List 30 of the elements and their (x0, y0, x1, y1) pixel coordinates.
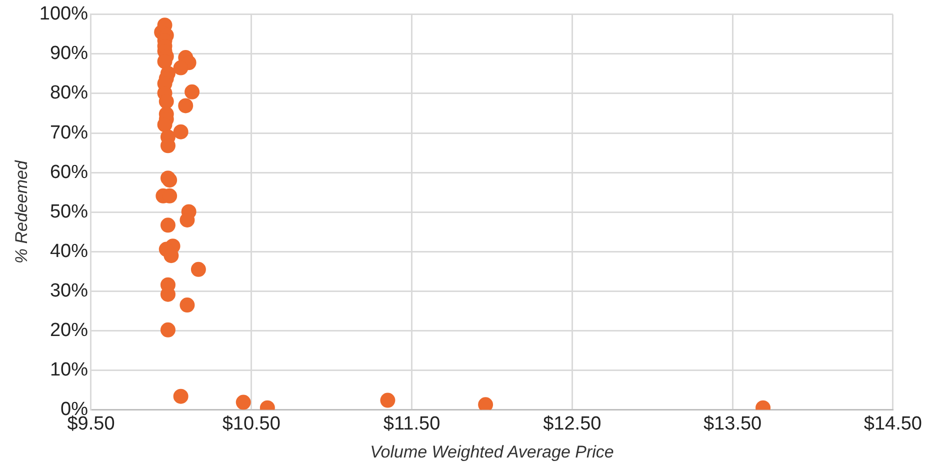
point (173, 60, 188, 76)
point (236, 394, 251, 410)
y-tick-label: 20% (50, 320, 88, 341)
y-tick-label: 90% (50, 43, 88, 64)
point (160, 322, 176, 338)
point (190, 262, 206, 277)
point (478, 397, 494, 410)
x-tick-label: $11.50 (383, 413, 440, 434)
y-tick-label: 30% (50, 280, 88, 302)
y-tick-label: 60% (50, 162, 88, 183)
point (380, 392, 396, 408)
y-tick-label: 80% (50, 82, 88, 104)
x-axis-title: Volume Weighted Average Price (370, 442, 614, 462)
x-tick-label: $10.50 (222, 413, 280, 434)
y-axis-title: % Redeemed (12, 160, 31, 264)
y-tick-label: 50% (50, 201, 88, 222)
x-tick-label: $12.50 (543, 413, 602, 434)
x-tick-label: $13.50 (703, 413, 762, 434)
point (160, 218, 176, 233)
y-tick-label: 40% (50, 240, 88, 262)
point (180, 212, 195, 228)
point (173, 124, 188, 140)
y-tick-label: 10% (50, 359, 88, 380)
point (173, 388, 188, 404)
y-tick-label: 70% (50, 122, 88, 144)
x-tick-label: $14.50 (864, 413, 922, 434)
y-tick-label: 100% (39, 4, 88, 25)
point (178, 98, 194, 114)
point (184, 84, 200, 100)
point (180, 298, 195, 313)
